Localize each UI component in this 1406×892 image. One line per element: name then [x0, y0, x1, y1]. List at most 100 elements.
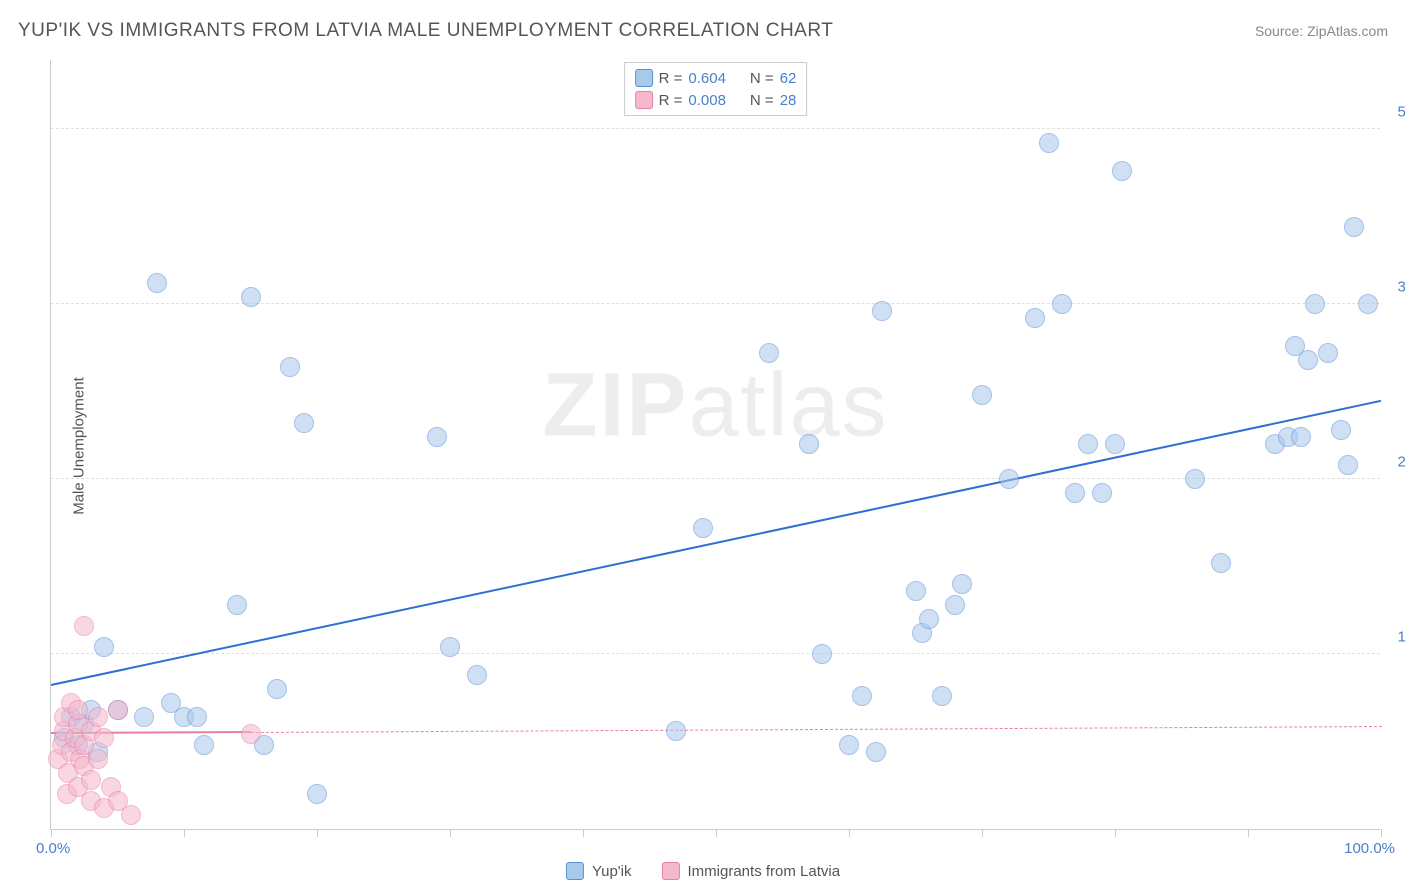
x-tick: [849, 829, 850, 837]
data-point: [121, 805, 141, 825]
gridline: [51, 478, 1380, 479]
stat-n-value: 62: [780, 70, 797, 87]
legend-item: Immigrants from Latvia: [662, 862, 841, 880]
x-tick-label: 0.0%: [36, 840, 70, 857]
stat-r-label: R =: [659, 70, 683, 87]
data-point: [945, 595, 965, 615]
x-tick: [51, 829, 52, 837]
data-point: [1291, 427, 1311, 447]
data-point: [1318, 343, 1338, 363]
data-point: [872, 301, 892, 321]
bottom-legend: Yup'ik Immigrants from Latvia: [566, 862, 840, 880]
watermark-bold: ZIP: [542, 356, 688, 456]
data-point: [1344, 217, 1364, 237]
data-point: [88, 749, 108, 769]
data-point: [440, 637, 460, 657]
data-point: [852, 686, 872, 706]
data-point: [267, 679, 287, 699]
trend-line: [51, 400, 1381, 686]
watermark: ZIPatlas: [542, 355, 888, 458]
data-point: [307, 784, 327, 804]
trend-line: [250, 726, 1381, 733]
data-point: [1039, 133, 1059, 153]
data-point: [94, 637, 114, 657]
data-point: [839, 735, 859, 755]
data-point: [108, 700, 128, 720]
source-label: Source: ZipAtlas.com: [1255, 23, 1388, 39]
legend-swatch: [662, 862, 680, 880]
legend-swatch: [566, 862, 584, 880]
plot-area: ZIPatlas R = 0.604N = 62R = 0.008N = 28 …: [50, 60, 1380, 830]
data-point: [147, 273, 167, 293]
stat-r-value: 0.604: [688, 70, 726, 87]
x-tick: [716, 829, 717, 837]
legend-label: Immigrants from Latvia: [688, 863, 841, 880]
stat-n-label: N =: [750, 70, 774, 87]
data-point: [999, 469, 1019, 489]
stat-n-value: 28: [780, 92, 797, 109]
y-tick-label: 37.5%: [1397, 279, 1406, 296]
data-point: [294, 413, 314, 433]
data-point: [194, 735, 214, 755]
data-point: [1331, 420, 1351, 440]
data-point: [1052, 294, 1072, 314]
stats-legend-row: R = 0.008 N = 28: [635, 89, 797, 111]
data-point: [972, 385, 992, 405]
legend-label: Yup'ik: [592, 863, 632, 880]
x-tick: [184, 829, 185, 837]
data-point: [866, 742, 886, 762]
data-point: [81, 770, 101, 790]
stat-r-value: 0.008: [688, 92, 726, 109]
data-point: [1298, 350, 1318, 370]
data-point: [1185, 469, 1205, 489]
gridline: [51, 653, 1380, 654]
gridline: [51, 128, 1380, 129]
stats-legend-row: R = 0.604 N = 62: [635, 67, 797, 89]
data-point: [906, 581, 926, 601]
data-point: [1025, 308, 1045, 328]
y-tick-label: 25.0%: [1397, 454, 1406, 471]
x-tick: [982, 829, 983, 837]
data-point: [241, 724, 261, 744]
data-point: [187, 707, 207, 727]
data-point: [68, 700, 88, 720]
y-tick-label: 50.0%: [1397, 104, 1406, 121]
x-tick: [1381, 829, 1382, 837]
legend-item: Yup'ik: [566, 862, 632, 880]
legend-swatch: [635, 91, 653, 109]
data-point: [1105, 434, 1125, 454]
data-point: [799, 434, 819, 454]
data-point: [1078, 434, 1098, 454]
chart-title: YUP'IK VS IMMIGRANTS FROM LATVIA MALE UN…: [18, 20, 833, 42]
stats-legend: R = 0.604 N = 62 R = 0.008 N = 28: [624, 62, 808, 116]
data-point: [467, 665, 487, 685]
stat-n-label: N =: [750, 92, 774, 109]
watermark-rest: atlas: [688, 356, 888, 456]
x-tick: [583, 829, 584, 837]
data-point: [812, 644, 832, 664]
x-tick: [1248, 829, 1249, 837]
data-point: [241, 287, 261, 307]
data-point: [1338, 455, 1358, 475]
y-tick-label: 12.5%: [1397, 629, 1406, 646]
data-point: [759, 343, 779, 363]
data-point: [74, 616, 94, 636]
data-point: [919, 609, 939, 629]
data-point: [693, 518, 713, 538]
data-point: [666, 721, 686, 741]
header: YUP'IK VS IMMIGRANTS FROM LATVIA MALE UN…: [18, 20, 1388, 42]
data-point: [1065, 483, 1085, 503]
x-tick: [1115, 829, 1116, 837]
x-tick: [450, 829, 451, 837]
x-tick: [317, 829, 318, 837]
data-point: [134, 707, 154, 727]
data-point: [427, 427, 447, 447]
data-point: [1358, 294, 1378, 314]
data-point: [280, 357, 300, 377]
data-point: [88, 707, 108, 727]
data-point: [1092, 483, 1112, 503]
stat-r-label: R =: [659, 92, 683, 109]
data-point: [1211, 553, 1231, 573]
legend-swatch: [635, 69, 653, 87]
data-point: [1112, 161, 1132, 181]
